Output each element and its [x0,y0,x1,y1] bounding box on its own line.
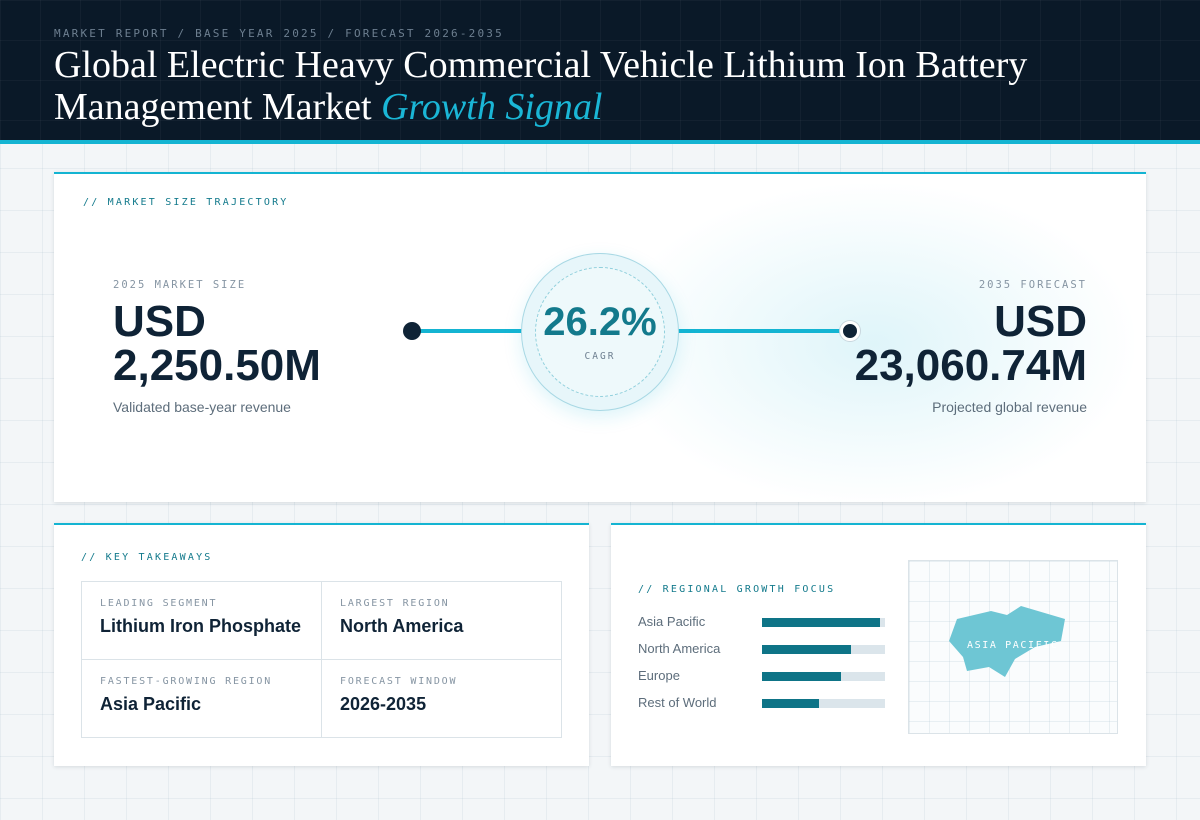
regional-growth-card: // REGIONAL GROWTH FOCUS Asia Pacific No… [611,523,1146,766]
start-caption: Validated base-year revenue [113,399,291,415]
region-map: ASIA PACIFIC [908,560,1118,734]
takeaway-forecast-window: FORECAST WINDOW 2026-2035 [322,660,562,738]
takeaway-value: 2026-2035 [340,694,427,714]
cagr-label: CAGR [584,351,616,362]
end-value: 23,060.74M [854,341,1087,390]
region-bar-fill [762,672,841,681]
takeaway-leading-segment: LEADING SEGMENT Lithium Iron Phosphate [82,582,322,660]
end-caption: Projected global revenue [932,399,1087,415]
title-main: Global Electric Heavy Commercial Vehicle… [54,44,1028,128]
region-bar-track [762,672,885,681]
takeaway-label: FORECAST WINDOW [340,676,458,687]
start-point-marker [403,322,421,340]
region-bar-row: Rest of World [638,694,888,712]
region-bar-name: Europe [638,668,680,683]
cagr-badge: 26.2% CAGR [521,253,679,411]
takeaway-value: Asia Pacific [100,694,202,714]
region-bar-fill [762,699,819,708]
cagr-inner-ring [535,267,665,397]
end-point-marker [840,321,860,341]
page-title: Global Electric Heavy Commercial Vehicle… [54,44,1074,128]
region-bar-name: Asia Pacific [638,614,706,629]
takeaways-grid: LEADING SEGMENT Lithium Iron Phosphate L… [81,581,562,738]
region-bar-row: Europe [638,667,888,685]
takeaway-label: FASTEST-GROWING REGION [100,676,273,687]
region-bar-fill [762,645,851,654]
end-label: 2035 FORECAST [978,279,1087,291]
takeaway-fastest-growing-region: FASTEST-GROWING REGION Asia Pacific [82,660,322,738]
asia-pacific-region-shape [949,606,1065,677]
cagr-value: 26.2% [543,300,657,344]
end-currency: USD [994,297,1087,346]
takeaway-value: North America [340,616,464,636]
start-currency: USD [113,297,206,346]
region-bar-track [762,618,885,627]
region-bar-name: Rest of World [638,695,717,710]
region-bar-fill [762,618,881,627]
background-glow [614,184,1134,502]
takeaway-value: Lithium Iron Phosphate [100,616,301,636]
title-accent: Growth Signal [381,86,603,128]
map-region-label: ASIA PACIFIC [967,640,1059,651]
report-header: MARKET REPORT / BASE YEAR 2025 / FORECAS… [0,0,1200,144]
takeaway-label: LEADING SEGMENT [100,598,218,609]
asia-pacific-map-icon [949,606,1065,677]
key-takeaways-card: // KEY TAKEAWAYS LEADING SEGMENT Lithium… [54,523,589,766]
section-label-regional: // REGIONAL GROWTH FOCUS [638,584,836,595]
section-label-trajectory: // MARKET SIZE TRAJECTORY [83,197,289,208]
start-label: 2025 MARKET SIZE [113,279,247,291]
market-size-card: // MARKET SIZE TRAJECTORY 2025 MARKET SI… [54,172,1146,502]
takeaway-label: LARGEST REGION [340,598,450,609]
region-bar-track [762,645,885,654]
region-bar-name: North America [638,641,721,656]
region-bar-row: Asia Pacific [638,613,888,631]
start-value: 2,250.50M [113,341,321,390]
region-bar-row: North America [638,640,888,658]
takeaway-largest-region: LARGEST REGION North America [322,582,562,660]
section-label-takeaways: // KEY TAKEAWAYS [81,552,213,563]
breadcrumb: MARKET REPORT / BASE YEAR 2025 / FORECAS… [54,27,504,40]
region-bar-track [762,699,885,708]
